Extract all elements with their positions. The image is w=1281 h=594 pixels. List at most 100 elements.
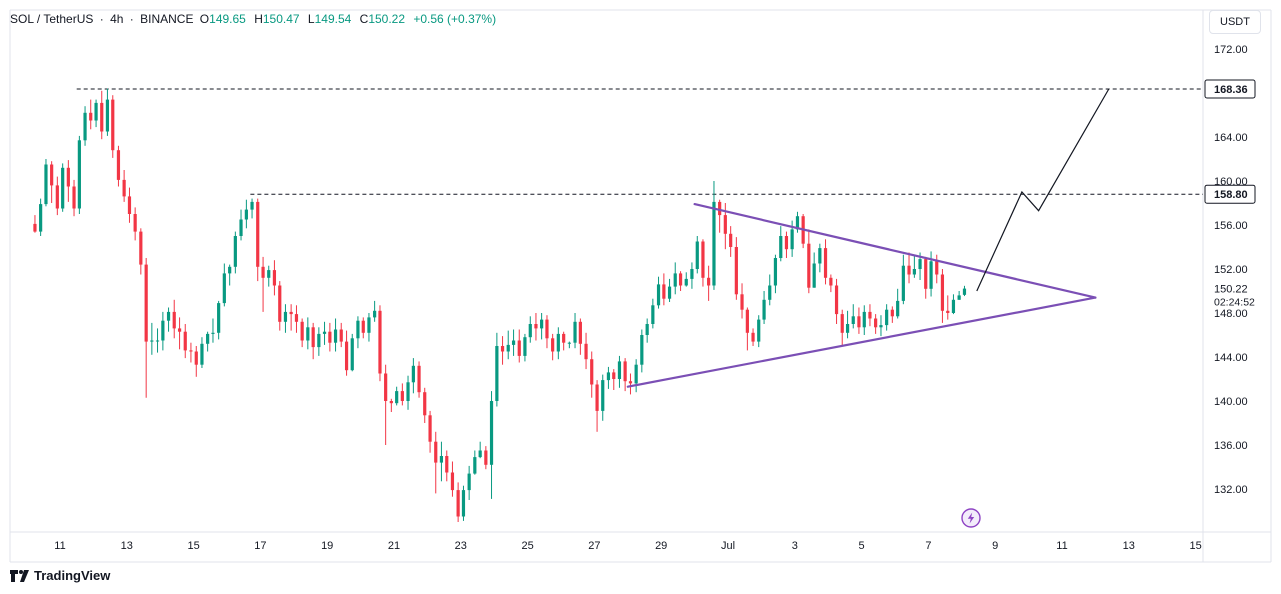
interval[interactable]: 4h (110, 12, 124, 26)
candle-up (523, 337, 527, 356)
candle-up (779, 236, 783, 258)
candle-down (344, 341, 349, 371)
candle-up (762, 299, 766, 320)
candle-up (690, 269, 694, 279)
candle-up (250, 201, 254, 210)
x-tick-label: 11 (1056, 540, 1067, 552)
candle-down (551, 338, 555, 352)
candle-down (907, 265, 911, 275)
candle-up (489, 401, 494, 465)
horizontal-levels (76, 88, 1203, 195)
candle-down (294, 314, 299, 322)
candle-down (823, 248, 828, 278)
candle-up (367, 317, 371, 333)
candle-up (356, 320, 360, 339)
candle-up (951, 299, 956, 313)
candle-down (339, 329, 343, 342)
candle-down (194, 351, 198, 365)
candle-down (562, 333, 566, 343)
symbol-name[interactable]: SOL / TetherUS (10, 12, 94, 26)
candle-up (211, 332, 215, 334)
candle-down (890, 309, 894, 317)
candle-down (612, 372, 616, 379)
candle-down (278, 285, 282, 322)
candle-up (695, 241, 699, 269)
candle-up (478, 450, 482, 458)
candle-down (272, 270, 277, 286)
y-tick-label: 164.00 (1214, 132, 1248, 144)
candle-up (439, 456, 444, 463)
candle-down (834, 285, 839, 315)
x-tick-label: 23 (455, 540, 467, 552)
high-label: H (254, 12, 263, 26)
candle-down (289, 311, 293, 315)
candle-up (845, 324, 850, 333)
candle-down (946, 310, 950, 313)
candle-down (840, 314, 844, 333)
level-price-label: 158.80 (1214, 189, 1248, 201)
separator: · (99, 12, 104, 26)
candle-down (723, 215, 727, 234)
candle-up (161, 320, 165, 341)
candle-down (590, 359, 594, 385)
x-tick-label: 25 (521, 540, 533, 552)
level-price-box (1204, 79, 1256, 99)
candle-down (940, 274, 945, 311)
brand-name: TradingView (34, 568, 111, 583)
candle-down (718, 201, 722, 216)
candle-down (384, 373, 388, 401)
candle-up (573, 321, 577, 343)
x-tick-label: 13 (1123, 540, 1135, 552)
x-tick-label: 27 (588, 540, 600, 552)
currency-button[interactable]: USDT (1209, 10, 1261, 34)
candle-up (773, 258, 778, 286)
candle-down (784, 236, 789, 250)
candle-up (411, 365, 415, 383)
candle-down (534, 324, 538, 329)
y-tick-label: 132.00 (1214, 484, 1248, 496)
triangle-upper-line (693, 203, 1097, 299)
candle-down (428, 415, 432, 442)
candle-down (545, 319, 549, 339)
candle-down (445, 456, 449, 473)
candle-down (311, 327, 315, 348)
candle-up (818, 248, 822, 264)
candle-up (667, 286, 672, 299)
price-axis[interactable]: 172.00164.00160.00156.00152.00148.00144.… (1214, 44, 1248, 496)
candle-up (567, 342, 571, 344)
candle-up (406, 382, 410, 401)
candle-down (734, 247, 738, 295)
candle-up (634, 364, 638, 384)
candle-down (584, 343, 588, 360)
x-tick-label: 13 (121, 540, 133, 552)
tradingview-logo-icon (10, 569, 29, 582)
lightning-icon[interactable] (961, 508, 981, 528)
open-value: 149.65 (209, 12, 246, 26)
projection-path (976, 88, 1110, 292)
x-tick-label: 21 (388, 540, 400, 552)
candle-down (144, 264, 148, 342)
candle-up (651, 305, 655, 324)
candle-up (473, 457, 477, 474)
candle-up (200, 343, 204, 365)
candle-down (172, 311, 176, 329)
tradingview-brand[interactable]: TradingView (10, 568, 110, 583)
candle-up (511, 340, 516, 345)
y-tick-label: 136.00 (1214, 440, 1248, 452)
candle-down (100, 102, 104, 132)
candle-down (595, 384, 599, 411)
x-tick-label: 5 (859, 540, 865, 552)
candle-up (495, 346, 499, 401)
candle-down (662, 284, 666, 299)
candle-up (540, 319, 544, 329)
high-value: 150.47 (262, 12, 300, 26)
last-price-box (1205, 279, 1261, 310)
low-value: 149.54 (314, 12, 352, 26)
candle-down (55, 185, 59, 209)
time-axis[interactable]: 11 13 15 17 19 21 23 25 27 29 Jul 3 5 7 9 11 13 15 (54, 540, 1201, 552)
candle-up (617, 361, 622, 379)
candle-up (333, 329, 338, 343)
candle-down (116, 150, 121, 180)
